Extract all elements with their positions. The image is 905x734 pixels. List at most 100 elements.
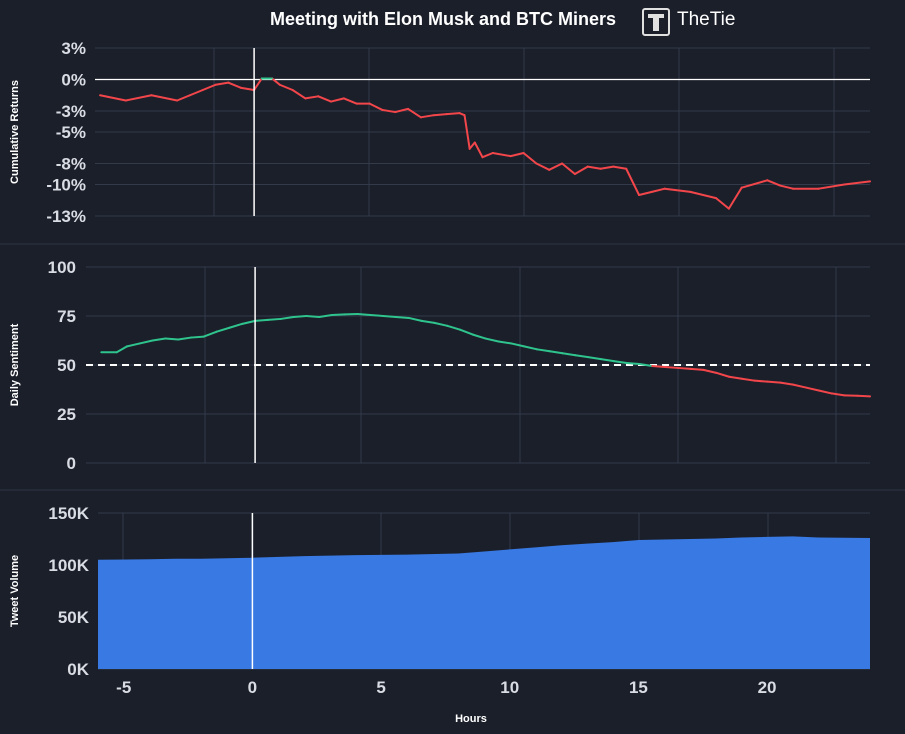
data-point [355,102,358,105]
series-segment [689,190,718,200]
data-point [305,315,308,317]
y-tick-label: 0% [61,71,86,90]
data-point [689,190,692,193]
series-segment [650,187,666,193]
data-point [574,354,577,357]
series-segment [382,315,398,318]
data-point [779,184,782,187]
data-point [548,168,551,171]
series-segment [740,179,769,189]
series-segment [214,81,230,86]
data-point [586,165,589,168]
series-segment [356,313,372,317]
series-segment [420,319,436,324]
series-segment [115,345,128,354]
series-segment [215,326,231,333]
series-segment [632,183,641,196]
data-point [497,340,500,343]
data-point [228,326,231,329]
series-segment [463,114,471,150]
x-tick-label: -5 [116,678,131,697]
data-point [843,394,846,397]
series-segment [228,322,244,329]
data-point [304,97,307,100]
series-segment [510,342,526,348]
series-segment [481,152,494,159]
series-segment [318,314,333,318]
series-segment [381,108,397,114]
series-segment [446,324,462,331]
series-segment [573,165,589,175]
series-segment [638,363,654,367]
series-segment [201,83,217,91]
data-point [561,352,564,355]
data-point [792,187,794,190]
data-point [587,356,590,359]
data-point [150,94,153,97]
data-point [271,77,273,80]
data-point [432,114,435,117]
data-point [279,318,282,320]
data-point [317,95,320,98]
data-point [633,183,635,186]
y-tick-label: 50K [58,608,90,627]
y-tick-label: 100K [48,556,89,575]
data-point [260,77,263,80]
series-segment [138,339,154,345]
series-segment [587,356,602,361]
data-point [318,316,321,318]
series-segment [612,165,628,170]
data-point [176,99,179,102]
data-point [599,167,602,170]
y-tick-label: 0K [67,660,89,679]
series-segment [202,330,218,338]
data-point [420,116,422,119]
data-point [727,207,730,210]
series-segment [548,162,564,171]
data-point [394,111,397,113]
data-point [177,338,180,341]
y-axis-label: Tweet Volume [9,555,21,627]
data-point [445,113,448,116]
series-segment [99,94,127,102]
y-axis-label: Daily Sentiment [9,323,21,406]
data-point [164,337,167,340]
series-segment [586,165,602,170]
y-tick-label: 75 [57,307,76,326]
y-tick-label: -8% [56,155,86,174]
series-segment [625,362,641,366]
data-point [395,316,397,318]
series-segment [843,180,871,186]
x-tick-label: 20 [758,678,777,697]
series-segment [561,162,576,175]
data-point [715,197,717,200]
series-segment [830,392,846,397]
series-segment [535,348,551,353]
data-point [612,165,615,168]
data-point [843,183,846,186]
data-point [766,179,769,182]
series-segment [522,152,538,165]
series-segment [241,319,257,325]
series-segment [663,187,692,193]
series-segment [459,328,474,336]
y-tick-label: -10% [46,176,86,195]
series-segment [491,152,512,158]
data-point [124,99,127,102]
series-segment [753,379,769,383]
data-point [468,147,471,150]
series-segment [278,83,294,91]
series-segment [279,315,295,320]
data-point [215,330,218,333]
series-segment [676,366,692,370]
series-segment [728,375,743,380]
data-point [766,380,769,383]
y-tick-label: -5% [56,123,86,142]
data-point [446,324,449,327]
data-point [510,342,513,345]
series-segment [561,352,577,357]
y-tick-label: 150K [48,504,89,523]
series-segment [150,94,179,102]
data-point [369,314,372,316]
